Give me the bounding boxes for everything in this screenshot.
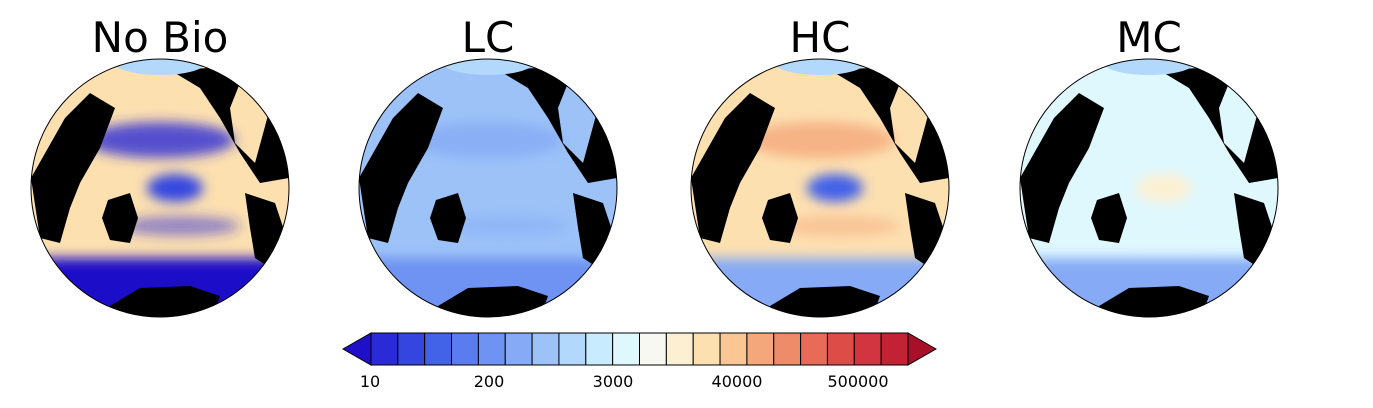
colorbar-class	[585, 332, 614, 366]
subtropical-gyre-anomaly	[147, 174, 203, 202]
continent-landmask	[1091, 193, 1127, 243]
colorbar-class	[451, 332, 479, 366]
globe-map-no-bio	[31, 59, 289, 317]
colorbar-class	[477, 332, 506, 366]
globe-map-hc	[691, 59, 949, 317]
panel-title-3: MC	[1116, 13, 1182, 62]
north-pacific-band	[413, 122, 563, 158]
southern-ocean-field	[31, 258, 289, 317]
equatorial-band	[120, 216, 240, 236]
colorbar-extend-high	[907, 332, 938, 366]
arctic-region	[1104, 59, 1194, 75]
colorbar-class	[826, 332, 855, 366]
arctic-region	[775, 59, 865, 75]
colorbar	[341, 332, 938, 366]
north-pacific-band	[85, 122, 235, 158]
north-pacific-band	[745, 122, 895, 158]
colorbar-tick-label: 500000	[827, 372, 888, 391]
continent-landmask	[430, 193, 466, 243]
colorbar-class	[397, 332, 426, 366]
colorbar-class	[612, 332, 641, 366]
southern-ocean-field	[1020, 258, 1278, 317]
arctic-region	[115, 59, 205, 75]
colorbar-class	[800, 332, 828, 366]
colorbar-tick-label: 200	[474, 372, 505, 391]
globe-map-mc	[1020, 59, 1278, 317]
colorbar-tick-label: 40000	[712, 372, 763, 391]
colorbar-class	[558, 332, 587, 366]
colorbar-tick-label: 3000	[593, 372, 634, 391]
globe-outline	[690, 58, 950, 318]
arctic-region	[443, 59, 533, 75]
colorbar-class	[692, 332, 721, 366]
subtropical-gyre-anomaly	[1136, 174, 1192, 202]
continent-landmask	[498, 68, 617, 183]
colorbar-class	[639, 332, 667, 366]
colorbar-tick-label: 10	[360, 372, 380, 391]
globe-outline	[1019, 58, 1279, 318]
southern-ocean-field	[691, 258, 949, 317]
continent-landmask	[102, 193, 138, 243]
subtropical-gyre-anomaly	[475, 174, 531, 202]
colorbar-tick-labels: 10 200 3000 40000 500000	[360, 372, 889, 391]
subtropical-gyre-anomaly	[807, 174, 863, 202]
colorbar-class	[370, 332, 399, 366]
continent-landmask	[170, 68, 289, 183]
colorbar-class	[531, 332, 560, 366]
colorbar-extend-low	[341, 332, 372, 366]
equatorial-band	[1109, 216, 1229, 236]
colorbar-class	[719, 332, 748, 366]
continent-landmask	[359, 93, 443, 243]
colorbar-class	[880, 332, 909, 366]
continent-landmask	[1159, 68, 1278, 183]
continent-landmask	[1020, 93, 1104, 243]
continent-landmask	[830, 68, 949, 183]
continent-landmask	[31, 93, 115, 243]
globe-outline	[358, 58, 618, 318]
colorbar-class	[746, 332, 775, 366]
colorbar-class	[504, 332, 533, 366]
continent-landmask	[691, 93, 775, 243]
equatorial-band	[448, 216, 568, 236]
panel-title-2: HC	[790, 13, 851, 62]
north-pacific-band	[1074, 122, 1224, 158]
panel-title-0: No Bio	[92, 13, 229, 62]
colorbar-class	[853, 332, 882, 366]
continent-landmask	[762, 193, 798, 243]
globe-outline	[30, 58, 290, 318]
colorbar-class	[424, 332, 453, 366]
colorbar-class	[773, 332, 802, 366]
panel-title-1: LC	[462, 13, 515, 62]
southern-ocean-field	[359, 258, 617, 317]
equatorial-band	[780, 216, 900, 236]
colorbar-class	[665, 332, 694, 366]
